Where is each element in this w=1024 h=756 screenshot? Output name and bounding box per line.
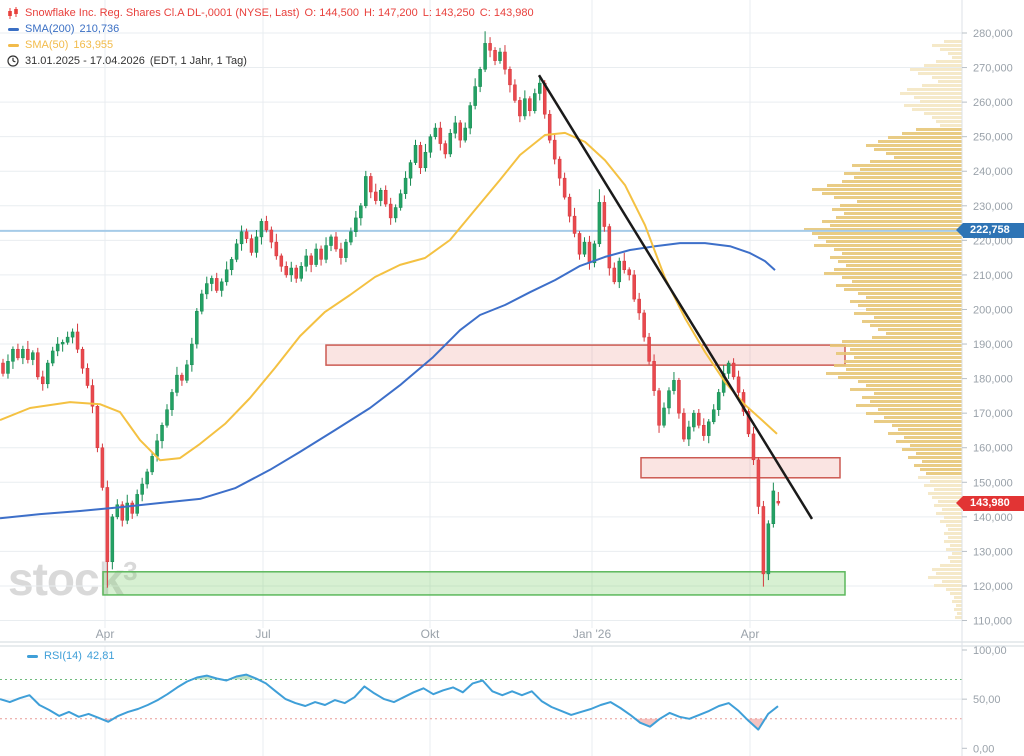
- sma50-legend[interactable]: SMA(50) 163,955: [6, 37, 534, 53]
- last-price-text: 143,980: [970, 496, 1010, 509]
- svg-text:140,000: 140,000: [973, 512, 1013, 524]
- svg-text:180,000: 180,000: [973, 374, 1013, 386]
- candlestick-icon: [6, 6, 20, 20]
- svg-text:250,000: 250,000: [973, 132, 1013, 144]
- price-axis[interactable]: 280,000 270,000 260,000 250,000 240,000 230,0…: [961, 0, 1013, 756]
- sma50-label: SMA(50): [25, 39, 69, 51]
- svg-text:170,000: 170,000: [973, 408, 1013, 420]
- sma200-line: [0, 242, 776, 520]
- ohlc-high: H: 147,200: [363, 7, 418, 19]
- clock-icon: [6, 55, 20, 67]
- svg-text:240,000: 240,000: [973, 166, 1013, 178]
- rsi-layer: [0, 673, 962, 731]
- last-price-tag: 143,980: [956, 495, 1024, 511]
- svg-text:130,000: 130,000: [973, 546, 1013, 558]
- trendline: [537, 74, 814, 520]
- instrument-title: Snowflake Inc. Reg. Shares Cl.A DL-,0001…: [25, 7, 300, 19]
- svg-text:0,00: 0,00: [973, 743, 994, 755]
- svg-text:50,00: 50,00: [973, 694, 1001, 706]
- svg-text:220,000: 220,000: [973, 235, 1013, 247]
- rsi-line-icon: [25, 654, 39, 658]
- svg-text:Jul: Jul: [255, 627, 270, 641]
- resistance-zone: [640, 456, 841, 479]
- chart-legend: Snowflake Inc. Reg. Shares Cl.A DL-,0001…: [6, 5, 534, 69]
- rsi-line: [0, 673, 779, 731]
- svg-text:210,000: 210,000: [973, 270, 1013, 282]
- svg-text:270,000: 270,000: [973, 63, 1013, 75]
- level-price-tag: 222,758: [956, 223, 1024, 239]
- sma50-value: 163,955: [73, 39, 114, 51]
- tag-arrow: [956, 223, 963, 238]
- svg-text:Jan '26: Jan '26: [573, 627, 612, 641]
- svg-text:190,000: 190,000: [973, 339, 1013, 351]
- svg-text:200,000: 200,000: [973, 304, 1013, 316]
- svg-text:280,000: 280,000: [973, 28, 1013, 40]
- ohlc-open: O: 144,500: [304, 7, 359, 19]
- candles-layer: [1, 31, 781, 588]
- time-range-meta: (EDT, 1 Jahr, 1 Tag): [149, 55, 247, 67]
- rsi-value: 42,81: [86, 650, 115, 662]
- tag-arrow: [956, 495, 963, 510]
- watermark-sup: 3: [123, 556, 138, 586]
- svg-text:150,000: 150,000: [973, 477, 1013, 489]
- sma50-line-icon: [6, 43, 20, 47]
- zones-layer: [102, 344, 846, 596]
- svg-text:230,000: 230,000: [973, 201, 1013, 213]
- date-axis[interactable]: Apr Jul Okt Jan '26 Apr: [96, 627, 760, 641]
- time-range: 31.01.2025 - 17.04.2026: [25, 55, 145, 67]
- svg-text:Apr: Apr: [741, 627, 760, 641]
- time-range-row[interactable]: 31.01.2025 - 17.04.2026 (EDT, 1 Jahr, 1 …: [6, 53, 534, 69]
- svg-text:120,000: 120,000: [973, 581, 1013, 593]
- instrument-legend[interactable]: Snowflake Inc. Reg. Shares Cl.A DL-,0001…: [6, 5, 534, 21]
- sma200-value: 210,736: [79, 23, 120, 35]
- svg-text:260,000: 260,000: [973, 97, 1013, 109]
- sma200-line-icon: [6, 27, 20, 31]
- support-zone: [102, 571, 846, 596]
- sma200-label: SMA(200): [25, 23, 75, 35]
- level-price-text: 222,758: [970, 224, 1010, 237]
- svg-text:Okt: Okt: [421, 627, 440, 641]
- ohlc-low: L: 143,250: [422, 7, 475, 19]
- grid-layer: [0, 0, 962, 756]
- sma200-legend[interactable]: SMA(200) 210,736: [6, 21, 534, 37]
- svg-text:100,00: 100,00: [973, 645, 1007, 657]
- svg-text:160,000: 160,000: [973, 443, 1013, 455]
- svg-text:110,000: 110,000: [973, 616, 1012, 628]
- rsi-label: RSI(14): [44, 650, 82, 662]
- resistance-zone: [325, 344, 846, 366]
- ohlc-close: C: 143,980: [479, 7, 534, 19]
- rsi-legend[interactable]: RSI(14) 42,81: [25, 650, 114, 662]
- volume-profile-layer: [804, 40, 962, 619]
- svg-text:Apr: Apr: [96, 627, 115, 641]
